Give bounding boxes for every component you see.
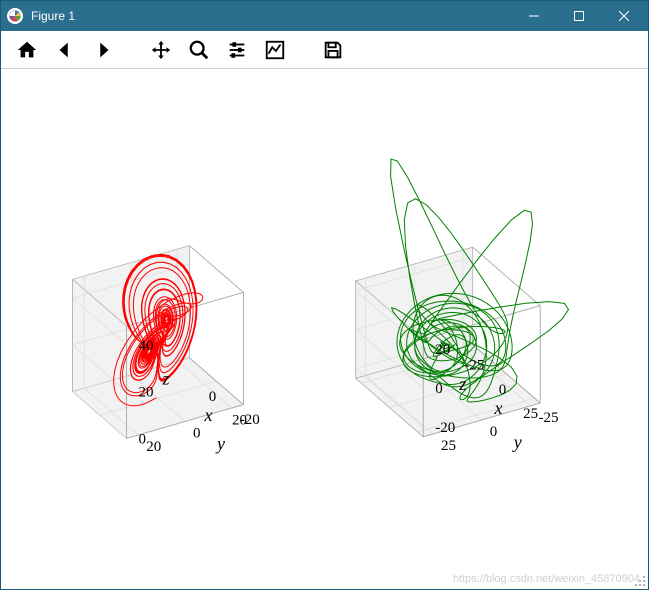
svg-text:25: 25 [441,438,456,454]
maximize-button[interactable] [556,1,601,31]
window-title: Figure 1 [31,9,511,23]
svg-text:y: y [511,431,521,451]
titlebar[interactable]: Figure 1 [1,1,648,31]
svg-text:-20: -20 [435,420,455,436]
svg-text:20: 20 [146,439,161,455]
svg-text:0: 0 [138,431,146,447]
home-button[interactable] [9,34,45,66]
edit-axes-button[interactable] [257,34,293,66]
svg-text:0: 0 [435,381,443,397]
matplotlib-icon [7,8,23,24]
left-3d-axes[interactable]: 020-2002002040xyz [40,157,320,502]
resize-grip-icon[interactable] [634,575,646,587]
save-button[interactable] [315,34,351,66]
minimize-button[interactable] [511,1,556,31]
figure-window: Figure 1 [0,0,649,590]
svg-text:20: 20 [138,384,153,400]
svg-text:0: 0 [193,425,201,441]
svg-text:40: 40 [138,337,153,353]
svg-text:0: 0 [489,423,497,439]
svg-text:-25: -25 [464,357,484,373]
matplotlib-toolbar [1,31,648,69]
pan-button[interactable] [143,34,179,66]
figure-canvas[interactable]: 020-2002002040xyz -25025-25025-20020xyz … [1,69,648,589]
back-button[interactable] [47,34,83,66]
svg-text:20: 20 [435,342,450,358]
svg-text:-20: -20 [239,412,259,428]
zoom-button[interactable] [181,34,217,66]
svg-text:y: y [215,433,225,453]
svg-text:z: z [161,368,169,388]
svg-text:25: 25 [523,406,538,422]
svg-text:x: x [493,397,502,417]
svg-text:z: z [458,374,466,394]
forward-button[interactable] [85,34,121,66]
close-button[interactable] [601,1,646,31]
window-controls [511,1,646,31]
watermark-text: https://blog.csdn.net/weixin_45870904 [453,573,640,585]
svg-text:x: x [203,405,212,425]
svg-text:0: 0 [498,381,506,397]
configure-subplots-button[interactable] [219,34,255,66]
svg-text:0: 0 [208,389,216,405]
svg-text:-25: -25 [538,409,558,425]
right-3d-axes[interactable]: -25025-25025-20020xyz [330,157,610,502]
